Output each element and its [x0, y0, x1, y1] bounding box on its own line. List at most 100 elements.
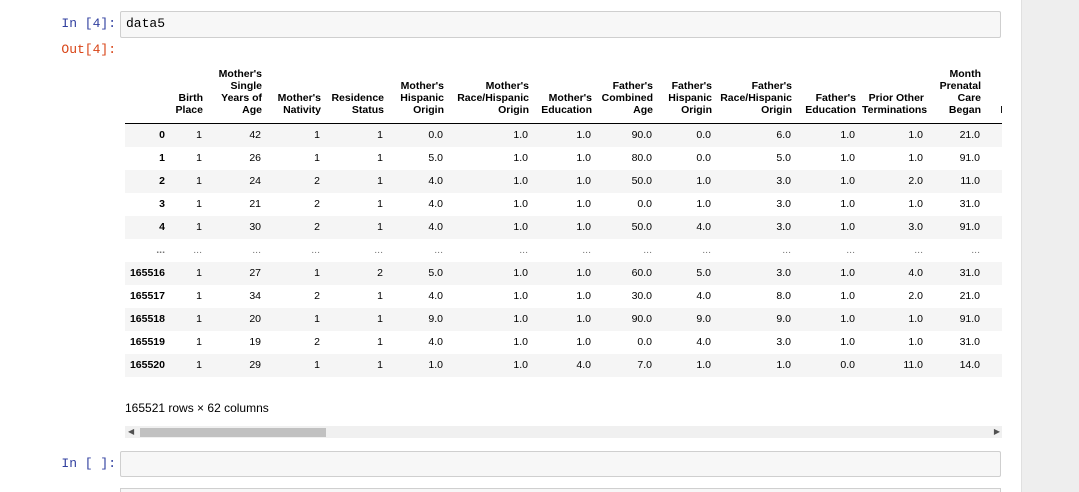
table-row: 165517 1 34 2 1 4.0 1.0 1.0 30.0 4.0 8.0 1.0 2.0 21.0 [125, 285, 1002, 308]
table-cell: 1 [314, 313, 320, 325]
code-input[interactable]: data5 [120, 11, 1001, 38]
table-cell: 1.0 [840, 290, 855, 302]
table-row: ........................................… [125, 239, 1002, 262]
table-cell: 19 [249, 336, 261, 348]
table-cell: 1.0 [513, 313, 528, 325]
table-cell: 2.0 [908, 290, 923, 302]
table-cell: 26 [249, 152, 261, 164]
table-cell: 1.0 [428, 359, 443, 371]
scroll-left-icon[interactable]: ◀ [128, 427, 135, 436]
row-index: 165517 [129, 290, 165, 302]
table-cell [984, 331, 1002, 354]
output-area: Birth Place Mother's Single Years of Age M… [120, 60, 1002, 440]
table-cell: 1.0 [840, 152, 855, 164]
table-cell: 1.0 [776, 359, 791, 371]
table-cell: 0.0 [696, 129, 711, 141]
table-body: 0 1 42 1 1 0.0 1.0 1.0 90.0 0.0 6.0 1.0 1.0 21.0 1 1 26 1… [125, 123, 1002, 377]
table-cell: 1 [377, 336, 383, 348]
table-cell: 4.0 [428, 221, 443, 233]
table-cell: 3.0 [776, 336, 791, 348]
column-header: Father's Education [795, 68, 859, 124]
table-cell: 1.0 [840, 129, 855, 141]
scrollbar-thumb[interactable] [140, 428, 326, 437]
next-cell-input[interactable] [120, 488, 1001, 492]
table-cell: 4.0 [576, 359, 591, 371]
table-cell: 1.0 [513, 198, 528, 210]
table-row: 165518 1 20 1 1 9.0 1.0 1.0 90.0 9.0 9.0 1.0 1.0 91.0 [125, 308, 1002, 331]
table-row: 4 1 30 2 1 4.0 1.0 1.0 50.0 4.0 3.0 1.0 3.0 91.0 [125, 216, 1002, 239]
column-header: Mother's Single Years of Age [206, 68, 265, 124]
table-cell: 0.0 [637, 336, 652, 348]
table-cell: 1.0 [576, 290, 591, 302]
table-row: 165516 1 27 1 2 5.0 1.0 1.0 60.0 5.0 3.0 1.0 4.0 31.0 [125, 262, 1002, 285]
table-cell: 5.0 [428, 267, 443, 279]
table-cell: 21.0 [959, 129, 980, 141]
table-cell: ... [643, 244, 652, 256]
table-cell: 3.0 [908, 221, 923, 233]
horizontal-scrollbar[interactable]: ◀ ▶ [125, 426, 1002, 438]
row-index: 4 [159, 221, 165, 233]
table-cell: 1.0 [576, 152, 591, 164]
table-cell: 1 [314, 129, 320, 141]
scroll-right-icon[interactable]: ▶ [993, 427, 1000, 436]
table-shape-caption: 165521 rows × 62 columns [125, 401, 269, 415]
table-cell: 1.0 [513, 267, 528, 279]
row-index: 2 [159, 175, 165, 187]
table-cell: ... [311, 244, 320, 256]
table-cell: 91.0 [959, 221, 980, 233]
table-cell: 31.0 [959, 336, 980, 348]
table-row: 165519 1 19 2 1 4.0 1.0 1.0 0.0 4.0 3.0 1.0 1.0 31.0 [125, 331, 1002, 354]
table-cell: 30.0 [631, 290, 652, 302]
row-index: 165518 [129, 313, 165, 325]
table-cell: 0.0 [637, 198, 652, 210]
table-cell: ... [374, 244, 383, 256]
table-cell: 1.0 [840, 221, 855, 233]
code-text: data5 [126, 16, 166, 31]
table-cell: 1.0 [908, 336, 923, 348]
page-border [1021, 0, 1022, 492]
column-header: Mother's Nativity [265, 68, 324, 124]
table-cell: 1 [196, 198, 202, 210]
table-cell: 1.0 [840, 313, 855, 325]
table-cell: 1 [196, 129, 202, 141]
table-cell: 1 [196, 336, 202, 348]
table-cell: 50.0 [631, 175, 652, 187]
table-cell: 1 [196, 221, 202, 233]
table-cell: 1.0 [840, 198, 855, 210]
table-cell: ... [702, 244, 711, 256]
row-index: 165516 [129, 267, 165, 279]
table-cell: 50.0 [631, 221, 652, 233]
row-index: 165520 [129, 359, 165, 371]
column-header: Father's Race/Hispanic Origin [715, 68, 795, 124]
table-cell: 11.0 [960, 175, 980, 187]
output-prompt: Out[4]: [61, 42, 116, 57]
table-cell: 1.0 [908, 129, 923, 141]
table-cell: 9.0 [776, 313, 791, 325]
table-cell: 1 [377, 152, 383, 164]
table-cell: 1.0 [696, 175, 711, 187]
table-cell: 1.0 [513, 336, 528, 348]
table-cell: 27 [249, 267, 261, 279]
column-header: N Pr [984, 68, 1002, 124]
table-cell: 1.0 [576, 198, 591, 210]
table-cell: 2 [377, 267, 383, 279]
table-cell: 2.0 [908, 175, 923, 187]
table-cell: 2 [314, 290, 320, 302]
table-cell: 21.0 [959, 290, 980, 302]
table-cell: 0.0 [696, 152, 711, 164]
empty-code-input[interactable] [120, 451, 1001, 477]
notebook-page: In [4]: data5 Out[4]: Birth Place Mother'… [0, 0, 1022, 492]
table-cell: 90.0 [631, 129, 652, 141]
table-cell [984, 170, 1002, 193]
table-cell [984, 308, 1002, 331]
input-prompt: In [4]: [61, 16, 116, 31]
table-cell: 4.0 [428, 290, 443, 302]
table-header: Birth Place Mother's Single Years of Age M… [125, 68, 1002, 124]
table-cell: 1 [377, 129, 383, 141]
table-cell: 1.0 [513, 129, 528, 141]
table-cell: 3.0 [776, 175, 791, 187]
table-cell: 1.0 [908, 313, 923, 325]
table-cell [984, 285, 1002, 308]
table-cell: 34 [249, 290, 261, 302]
table-cell: 31.0 [959, 198, 980, 210]
